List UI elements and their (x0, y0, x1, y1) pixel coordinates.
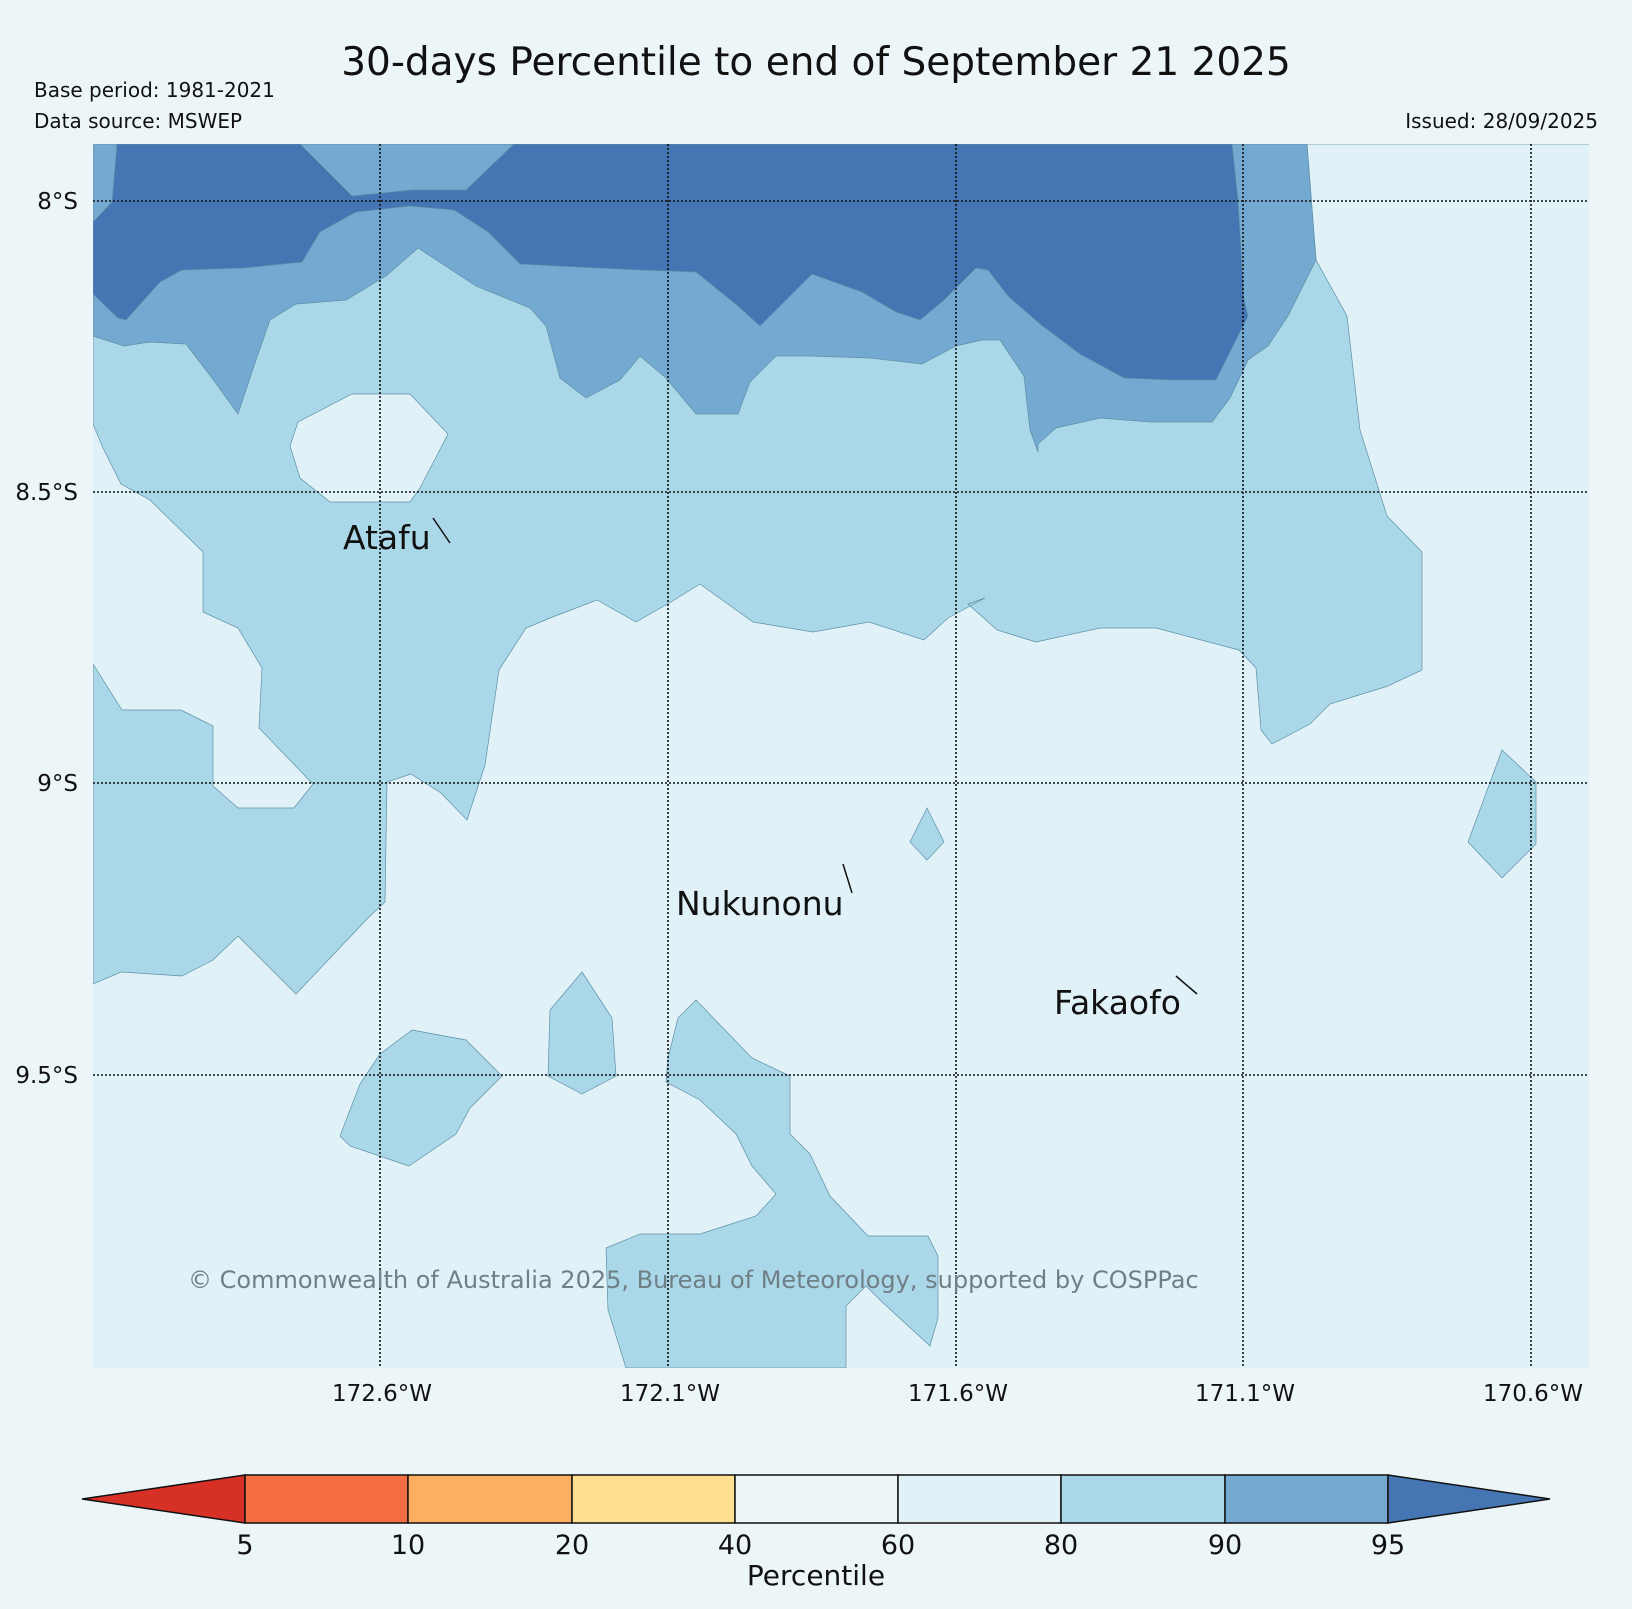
colorbar (81, 1474, 1551, 1524)
lon-label-171-1: 171.1°W (1195, 1381, 1295, 1407)
base-period-label: Base period: 1981-2021 (34, 78, 275, 102)
colorbar-tick-80: 80 (1044, 1530, 1078, 1561)
zone-80-90-south-channel (605, 999, 939, 1368)
colorbar-tick-60: 60 (881, 1530, 915, 1561)
place-label-nukunonu: Nukunonu (676, 884, 844, 923)
nukunonu-leader-line (842, 863, 853, 894)
atafu-leader-line (432, 517, 451, 544)
lat-label-8-5: 8.5°S (15, 480, 78, 506)
place-label-atafu: Atafu (343, 518, 431, 557)
colorbar-bin-90-95 (1224, 1474, 1389, 1524)
map-title: 30-days Percentile to end of September 2… (341, 40, 1291, 85)
graticule (93, 144, 1589, 1368)
lon-label-172-1: 172.1°W (620, 1381, 720, 1407)
zone-80-90-small-islet (909, 807, 945, 861)
colorbar-extend-low (81, 1474, 246, 1524)
colorbar-bin-5-10 (244, 1474, 409, 1524)
latitude-labels: 8°S 8.5°S 9°S 9.5°S (15, 189, 78, 1089)
lat-label-9-5: 9.5°S (15, 1063, 78, 1089)
lat-label-9: 9°S (37, 771, 78, 797)
zone-80-90-south-blob (547, 971, 617, 1095)
colorbar-tick-5: 5 (236, 1530, 253, 1561)
colorbar-bin-20-40 (571, 1474, 736, 1524)
colorbar-bin-40-60 (734, 1474, 899, 1524)
colorbar-tick-40: 40 (718, 1530, 752, 1561)
lon-label-172-6: 172.6°W (332, 1381, 432, 1407)
place-labels: Atafu Nukunonu Fakaofo (343, 517, 1198, 1022)
copyright-notice: © Commonwealth of Australia 2025, Bureau… (188, 1266, 1199, 1294)
map-area (93, 144, 1589, 1368)
lon-label-171-6: 171.6°W (908, 1381, 1008, 1407)
colorbar-ticks: 5 10 20 40 60 80 90 95 (236, 1530, 1405, 1561)
colorbar-extend-high (1387, 1474, 1551, 1524)
place-label-fakaofo: Fakaofo (1054, 983, 1181, 1022)
zone-60-80-enclave (289, 393, 449, 503)
colorbar-bin-60-80 (897, 1474, 1062, 1524)
fakaofo-leader-line (1175, 975, 1198, 995)
longitude-labels: 172.6°W 172.1°W 171.6°W 171.1°W 170.6°W (332, 1381, 1583, 1407)
colorbar-tick-95: 95 (1371, 1530, 1405, 1561)
issued-date-label: Issued: 28/09/2025 (1405, 109, 1598, 133)
colorbar-tick-10: 10 (391, 1530, 425, 1561)
colorbar-tick-90: 90 (1208, 1530, 1242, 1561)
lat-label-8: 8°S (37, 189, 78, 215)
data-source-label: Data source: MSWEP (34, 109, 243, 133)
colorbar-bin-80-90 (1060, 1474, 1226, 1524)
colorbar-tick-20: 20 (555, 1530, 589, 1561)
lon-label-170-6: 170.6°W (1483, 1381, 1583, 1407)
zone-95-plus (93, 144, 1249, 381)
colorbar-title: Percentile (747, 1559, 885, 1592)
colorbar-bin-10-20 (407, 1474, 573, 1524)
